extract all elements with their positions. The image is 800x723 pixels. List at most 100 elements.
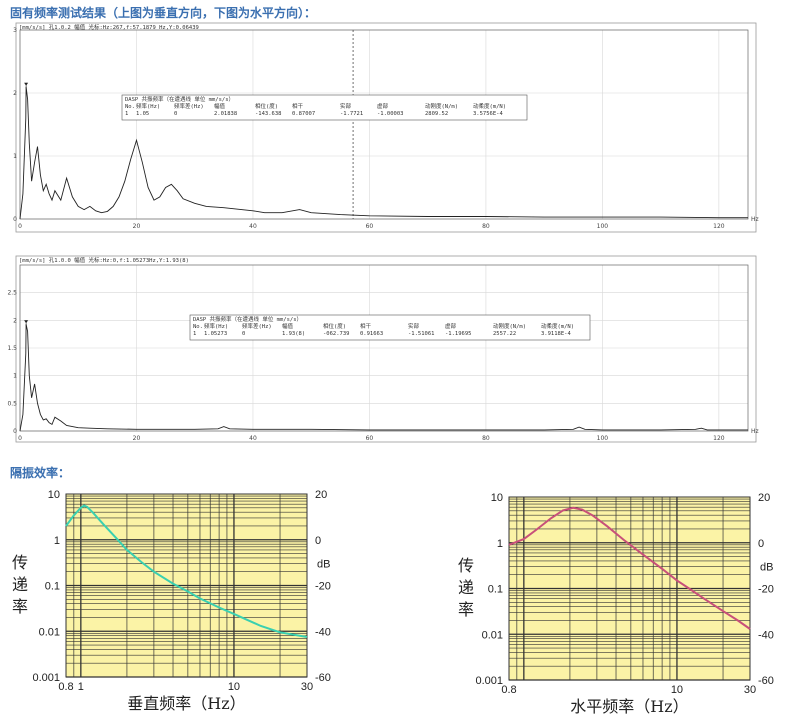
spectrum-line <box>19 86 748 220</box>
x-tick-label: 60 <box>366 223 374 230</box>
table-cell: 0.91663 <box>360 331 383 337</box>
x-axis-label: 水平频率（Hz） <box>570 697 688 716</box>
x-tick-label: 0 <box>18 435 22 442</box>
x-tick-label: 0 <box>18 223 22 230</box>
x-unit-label: Hz <box>751 428 759 435</box>
table-header-cell: No. <box>193 324 203 330</box>
transmissibility-horizontal: 10 1 0.1 0.01 0.001 20 0 -20 -40 -60 dB 0.8 10 30 水平频率… <box>458 492 774 716</box>
plot-area <box>19 264 749 432</box>
table-header-cell: 幅值 <box>282 322 294 330</box>
y-tick-label: 2.5 <box>7 290 17 297</box>
resonance-table <box>189 314 591 341</box>
y2-tick-label: 0 <box>758 538 764 550</box>
x-tick-label: 40 <box>249 435 257 442</box>
table-header-cell: No. <box>125 104 135 110</box>
y-tick-label: 3 <box>13 27 17 34</box>
y-axis-label-char: 传 <box>458 556 474 575</box>
x-tick-label: 0.8 <box>501 684 516 696</box>
x-tick-label: 0.8 <box>58 681 73 693</box>
x-axis-label: 垂直频率（Hz） <box>127 694 245 713</box>
y2-tick-label: 20 <box>758 492 770 504</box>
spectrum-line <box>19 324 748 432</box>
table-header-cell: 动刚度(N/m) <box>425 102 458 110</box>
y-tick-label: 1 <box>497 538 503 550</box>
y-axis-label-char: 率 <box>12 597 28 616</box>
table-header-cell: 相位(度) <box>323 322 346 330</box>
chart-frame <box>15 255 757 443</box>
y-axis-label-char: 递 <box>458 578 474 597</box>
table-cell: 2809.52 <box>425 111 448 117</box>
x-tick-label: 120 <box>713 223 725 230</box>
x-unit-label: Hz <box>751 216 759 223</box>
table-cell: 1.93(8) <box>282 331 305 337</box>
table-cell: 1 <box>193 331 196 337</box>
table-header-cell: 动刚度(N/m) <box>493 322 526 330</box>
peak-marker-arrow <box>24 82 29 86</box>
table-header-cell: 相干 <box>360 322 372 330</box>
y2-tick-label: -20 <box>315 581 331 593</box>
table-header-cell: 幅值 <box>214 102 226 110</box>
table-cell: 2557.22 <box>493 331 516 337</box>
y-tick-label: 1 <box>54 535 60 547</box>
chart-header: [mm/s/s] 孔1.0.2 幅值 光标:Hz:267,f:57.1879 H… <box>19 23 199 31</box>
y-tick-label: 0.01 <box>39 626 60 638</box>
resonance-table-title: DASP 共振频率（在遭遇线 单位 mm/s/s） <box>125 95 234 103</box>
y-tick-label: 0.1 <box>488 584 503 596</box>
y-tick-label: 10 <box>491 492 503 504</box>
y2-axis-label: dB <box>317 559 330 571</box>
table-cell: 0 <box>174 111 177 117</box>
y-tick-label: 0.5 <box>7 400 17 407</box>
table-header-cell: 频率差(Hz) <box>242 322 272 330</box>
table-cell: 3.5756E-4 <box>473 111 503 117</box>
table-header-cell: 动柔度(m/N) <box>473 102 506 110</box>
x-tick-label: 40 <box>249 223 257 230</box>
x-tick-label: 80 <box>482 435 490 442</box>
y-tick-label: 2 <box>13 90 17 97</box>
y2-tick-label: -40 <box>758 629 774 641</box>
table-cell: 3.9118E-4 <box>541 331 571 337</box>
y2-tick-label: -40 <box>315 626 331 638</box>
chart-frame <box>15 22 757 233</box>
x-tick-label: 1 <box>78 681 84 693</box>
transmissibility-line <box>65 504 308 638</box>
y-tick-label: 2 <box>13 317 17 324</box>
table-header-cell: 相位(度) <box>255 102 278 110</box>
plot-area <box>19 29 749 220</box>
x-tick-label: 60 <box>366 435 374 442</box>
x-tick-label: 20 <box>133 223 141 230</box>
y-tick-label: 1.5 <box>7 345 17 352</box>
x-tick-label: 20 <box>133 435 141 442</box>
table-header-cell: 实部 <box>340 102 352 110</box>
transmissibility-vertical: 10 1 0.1 0.01 0.001 20 0 -20 -40 -60 dB 0.8 1 10 30 垂直频… <box>12 489 331 713</box>
table-cell: -1.51061 <box>408 331 435 337</box>
x-tick-label: 100 <box>597 223 609 230</box>
y-axis-label-char: 传 <box>12 553 28 572</box>
y-tick-label: 0 <box>13 428 17 435</box>
y-tick-label: 0.001 <box>475 675 503 687</box>
x-tick-label: 30 <box>301 681 313 693</box>
table-cell: -143.638 <box>255 111 282 117</box>
y-tick-label: 0 <box>13 216 17 223</box>
x-tick-label: 100 <box>597 435 609 442</box>
table-cell: -062.739 <box>323 331 350 337</box>
y2-tick-label: -60 <box>758 675 774 687</box>
y-axis-label-char: 递 <box>12 575 28 594</box>
y-tick-label: 10 <box>48 489 60 501</box>
x-tick-label: 80 <box>482 223 490 230</box>
y-tick-label: 1 <box>13 373 17 380</box>
resonance-table <box>121 94 528 121</box>
table-cell: -1.19695 <box>445 331 472 337</box>
chart-header: [mm/s/s] 孔1.0.0 幅值 光标:Hz:0,f:1.05273Hz,Y… <box>19 256 189 264</box>
y-tick-label: 0.001 <box>32 672 60 684</box>
y2-tick-label: 0 <box>315 535 321 547</box>
spectrum-vertical: 0 20 40 60 80 100 120 0 1 2 3 Hz [mm/s/s] 孔1.0.2 幅值 … <box>13 22 759 233</box>
table-cell: 1.05273 <box>204 331 227 337</box>
x-tick-label: 10 <box>228 681 240 693</box>
y-tick-label: 1 <box>13 153 17 160</box>
y2-axis-label: dB <box>760 562 773 574</box>
table-header-cell: 频率(Hz) <box>204 322 228 330</box>
y-tick-label: 0.1 <box>45 581 60 593</box>
table-cell: 1 <box>125 111 128 117</box>
table-header-cell: 频率差(Hz) <box>174 102 204 110</box>
